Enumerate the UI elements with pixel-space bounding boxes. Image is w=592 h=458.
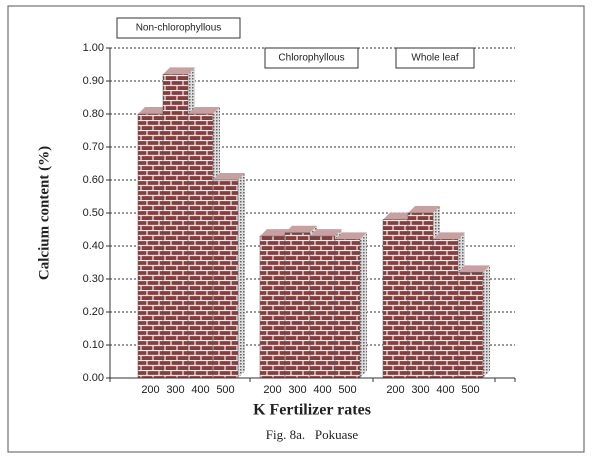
- y-tick-label: 0.00: [83, 372, 104, 384]
- x-tick-label: 200: [141, 384, 159, 396]
- bar: [382, 219, 409, 379]
- frame: [7, 5, 585, 453]
- x-tick-label: 400: [313, 384, 331, 396]
- bar: [432, 239, 459, 379]
- y-tick-label: 0.60: [83, 174, 104, 186]
- y-tick-label: 0.80: [83, 108, 104, 120]
- bar-side: [483, 265, 490, 378]
- y-tick-label: 0.20: [83, 306, 104, 318]
- x-tick-label: 500: [338, 384, 356, 396]
- bar-top: [213, 173, 245, 180]
- bar-top: [383, 212, 415, 220]
- y-axis-label: Calcium content (%): [36, 146, 52, 280]
- x-tick-label: 500: [461, 384, 479, 396]
- y-tick-label: 0.40: [83, 240, 104, 252]
- bar-top: [458, 265, 490, 273]
- x-axis-label: K Fertilizer rates: [253, 402, 371, 419]
- caption: Fig. 8a. Pokuase: [266, 427, 359, 442]
- group-label-box: [395, 47, 475, 69]
- group-label: Chlorophyllous: [278, 53, 344, 64]
- x-tick-label: 500: [216, 384, 234, 396]
- y-tick-label: 0.30: [83, 273, 104, 285]
- x-tick-label: 400: [436, 384, 454, 396]
- bar-top: [335, 232, 367, 240]
- x-tick-label: 200: [386, 384, 404, 396]
- bar-top: [285, 225, 317, 233]
- bar: [334, 239, 361, 379]
- bar-side: [360, 232, 367, 378]
- x-tick-label: 300: [166, 384, 184, 396]
- y-tick-label: 0.90: [83, 75, 104, 87]
- bar-top: [310, 229, 342, 237]
- bar: [212, 179, 239, 379]
- y-tick-label: 0.50: [83, 207, 104, 219]
- bar-top: [163, 67, 195, 75]
- x-tick-label: 200: [263, 384, 281, 396]
- y-tick-label: 0.70: [83, 141, 104, 153]
- bar-top: [408, 206, 440, 213]
- y-tick-label: 0.10: [83, 339, 104, 351]
- bar: [162, 74, 189, 379]
- bar-side: [238, 173, 245, 378]
- bar: [457, 272, 484, 379]
- bar: [187, 113, 214, 379]
- bar: [407, 212, 434, 379]
- x-tick-label: 400: [191, 384, 209, 396]
- group-label: Whole leaf: [411, 53, 458, 64]
- bar: [259, 235, 286, 379]
- bar-top: [138, 107, 170, 114]
- y-tick-label: 1.00: [83, 42, 104, 54]
- bar-top: [433, 232, 465, 240]
- group-label-box: [116, 17, 241, 39]
- group-label: Non-chlorophyllous: [136, 23, 222, 34]
- bar-top: [260, 229, 292, 237]
- x-tick-label: 300: [411, 384, 429, 396]
- x-tick-label: 300: [288, 384, 306, 396]
- bar-top: [188, 107, 220, 114]
- bar: [309, 235, 336, 379]
- group-label-box: [264, 47, 359, 69]
- bar: [137, 113, 164, 379]
- bar: [284, 232, 311, 379]
